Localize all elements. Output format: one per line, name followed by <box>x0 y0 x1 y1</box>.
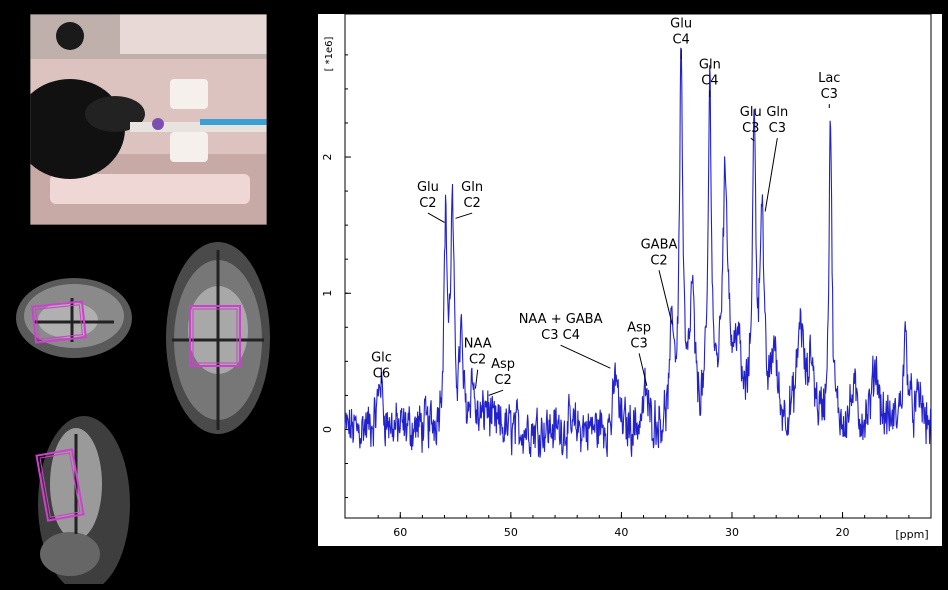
x-unit-label: [ppm] <box>895 528 928 541</box>
y-tick-label: 2 <box>321 154 334 161</box>
photo-illustration <box>30 14 267 225</box>
peak-label-text: C2 <box>494 373 511 388</box>
peak-label-text: C3 C4 <box>541 328 580 343</box>
mri-axial-view <box>8 236 154 364</box>
peak-label-text: Gln <box>766 105 788 120</box>
peak-label-text: C2 <box>469 353 486 368</box>
peak-label-text: Gln <box>461 180 483 195</box>
peak-label-text: C2 <box>463 196 480 211</box>
peak-label-text: C3 <box>742 121 759 136</box>
peak-label-text: GABA <box>641 237 678 252</box>
peak-label-text: NAA <box>464 337 492 352</box>
peak-label-leader <box>638 353 648 386</box>
x-tick-label: 50 <box>504 526 518 539</box>
peak-label-text: C3 <box>769 121 786 136</box>
peak-label-text: Glc <box>371 350 392 365</box>
peak-label-leader <box>750 137 755 142</box>
mri-coronal-view <box>162 240 310 436</box>
y-tick-label: 0 <box>321 426 334 433</box>
mri-sagittal-illustration <box>32 404 150 590</box>
peak-label-text: C4 <box>701 73 718 88</box>
peak-label-leader <box>427 212 445 223</box>
x-tick-label: 40 <box>614 526 628 539</box>
x-tick-label: 20 <box>836 526 850 539</box>
peak-label-leader <box>560 344 611 369</box>
peak-label-leader <box>764 138 778 212</box>
x-tick-label: 30 <box>725 526 739 539</box>
peak-label-text: Glu <box>740 105 762 120</box>
peak-label-leader <box>658 270 673 325</box>
peak-label-text: C3 <box>630 336 647 351</box>
peak-label-text: C2 <box>650 253 667 268</box>
peak-label-text: C2 <box>419 196 436 211</box>
peak-label-text: Gln <box>699 57 721 72</box>
axis-ticks: 60 50 40 30 20 0 1 2 <box>321 54 932 539</box>
peak-label-text: Glu <box>417 180 439 195</box>
peak-label-text: Lac <box>818 71 840 86</box>
peak-label-text: C3 <box>821 87 838 102</box>
peak-label-text: Glu <box>670 17 692 32</box>
y-unit-label: [ *1e6] <box>324 36 335 71</box>
peak-label-text: Asp <box>627 320 651 335</box>
mri-coronal-illustration <box>162 240 310 436</box>
nmr-spectrum-chart: 60 50 40 30 20 0 1 2 Glc C6 Glu C2 Gln C2 NAA C2 Asp C2 N… <box>318 13 942 546</box>
peak-label-text: Asp <box>491 357 515 372</box>
mri-axial-illustration <box>8 236 154 364</box>
mri-sagittal-view <box>32 404 150 590</box>
peak-label-leader <box>474 369 479 389</box>
x-tick-label: 60 <box>393 526 407 539</box>
peak-label-leader <box>455 212 473 219</box>
animal-setup-photo <box>30 14 267 225</box>
spectrum-line <box>344 47 932 459</box>
peak-label-text: NAA + GABA <box>519 312 603 327</box>
y-tick-label: 1 <box>321 290 334 297</box>
plot-frame <box>344 13 932 519</box>
peak-label-text: C4 <box>672 33 689 48</box>
peak-label-leader <box>488 389 504 396</box>
